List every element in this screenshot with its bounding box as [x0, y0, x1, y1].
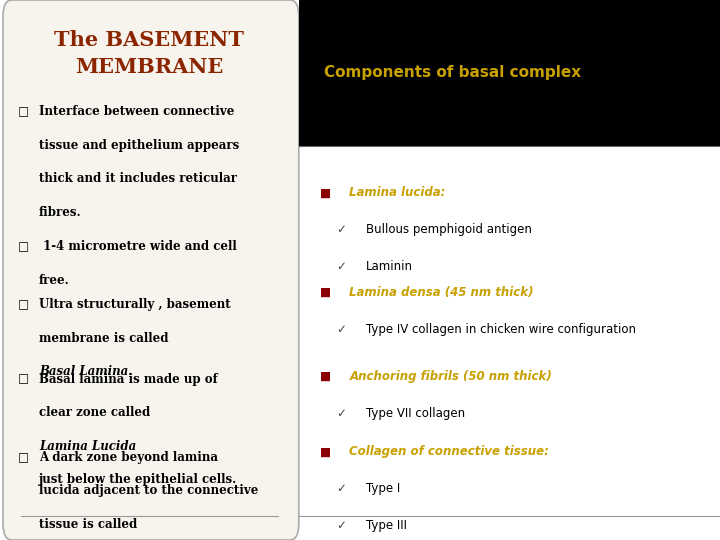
Text: Laminin: Laminin [366, 260, 413, 273]
Text: ✓: ✓ [337, 223, 346, 236]
Text: clear zone called: clear zone called [39, 406, 154, 419]
Text: Interface between connective: Interface between connective [39, 105, 234, 118]
Text: Anchoring fibrils (50 nm thick): Anchoring fibrils (50 nm thick) [349, 370, 552, 383]
Text: □: □ [18, 373, 29, 386]
Text: ✓: ✓ [337, 519, 346, 532]
Text: MEMBRANE: MEMBRANE [75, 57, 224, 77]
Text: Lamina lucida:: Lamina lucida: [349, 186, 446, 199]
Bar [299, 0, 720, 146]
Text: ■: ■ [320, 186, 331, 199]
Text: ✓: ✓ [337, 407, 346, 420]
Text: tissue is called: tissue is called [39, 518, 141, 531]
FancyBboxPatch shape [3, 0, 299, 540]
Text: Type IV collagen in chicken wire configuration: Type IV collagen in chicken wire configu… [366, 323, 636, 336]
Text: 1-4 micrometre wide and cell: 1-4 micrometre wide and cell [39, 240, 237, 253]
Text: Lamina Lucida: Lamina Lucida [39, 440, 136, 453]
Text: Type I: Type I [366, 482, 400, 495]
Text: A dark zone beyond lamina: A dark zone beyond lamina [39, 451, 218, 464]
Text: □: □ [18, 240, 29, 253]
Text: ✓: ✓ [337, 260, 346, 273]
Text: free.: free. [39, 274, 70, 287]
Text: □: □ [18, 298, 29, 311]
Text: Components of basal complex: Components of basal complex [324, 65, 581, 80]
Text: Basal Lamina.: Basal Lamina. [39, 365, 132, 378]
Text: tissue and epithelium appears: tissue and epithelium appears [39, 139, 239, 152]
Text: ■: ■ [320, 446, 331, 458]
Text: thick and it includes reticular: thick and it includes reticular [39, 172, 237, 185]
Text: ■: ■ [320, 286, 331, 299]
Text: Bullous pemphigoid antigen: Bullous pemphigoid antigen [366, 223, 532, 236]
Text: lucida adjacent to the connective: lucida adjacent to the connective [39, 484, 258, 497]
Text: ■: ■ [320, 370, 331, 383]
Text: Type III: Type III [366, 519, 408, 532]
Text: □: □ [18, 451, 29, 464]
Text: Basal lamina is made up of: Basal lamina is made up of [39, 373, 217, 386]
Text: Type VII collagen: Type VII collagen [366, 407, 465, 420]
Text: The BASEMENT: The BASEMENT [55, 30, 244, 50]
Text: Ultra structurally , basement: Ultra structurally , basement [39, 298, 230, 311]
Text: just below the epithelial cells.: just below the epithelial cells. [39, 473, 237, 486]
Text: □: □ [18, 105, 29, 118]
Text: Lamina densa (45 nm thick): Lamina densa (45 nm thick) [349, 286, 534, 299]
Text: fibres.: fibres. [39, 206, 81, 219]
Text: ✓: ✓ [337, 482, 346, 495]
Text: ✓: ✓ [337, 323, 346, 336]
Text: membrane is called: membrane is called [39, 332, 173, 345]
Text: Collagen of connective tissue:: Collagen of connective tissue: [349, 446, 549, 458]
